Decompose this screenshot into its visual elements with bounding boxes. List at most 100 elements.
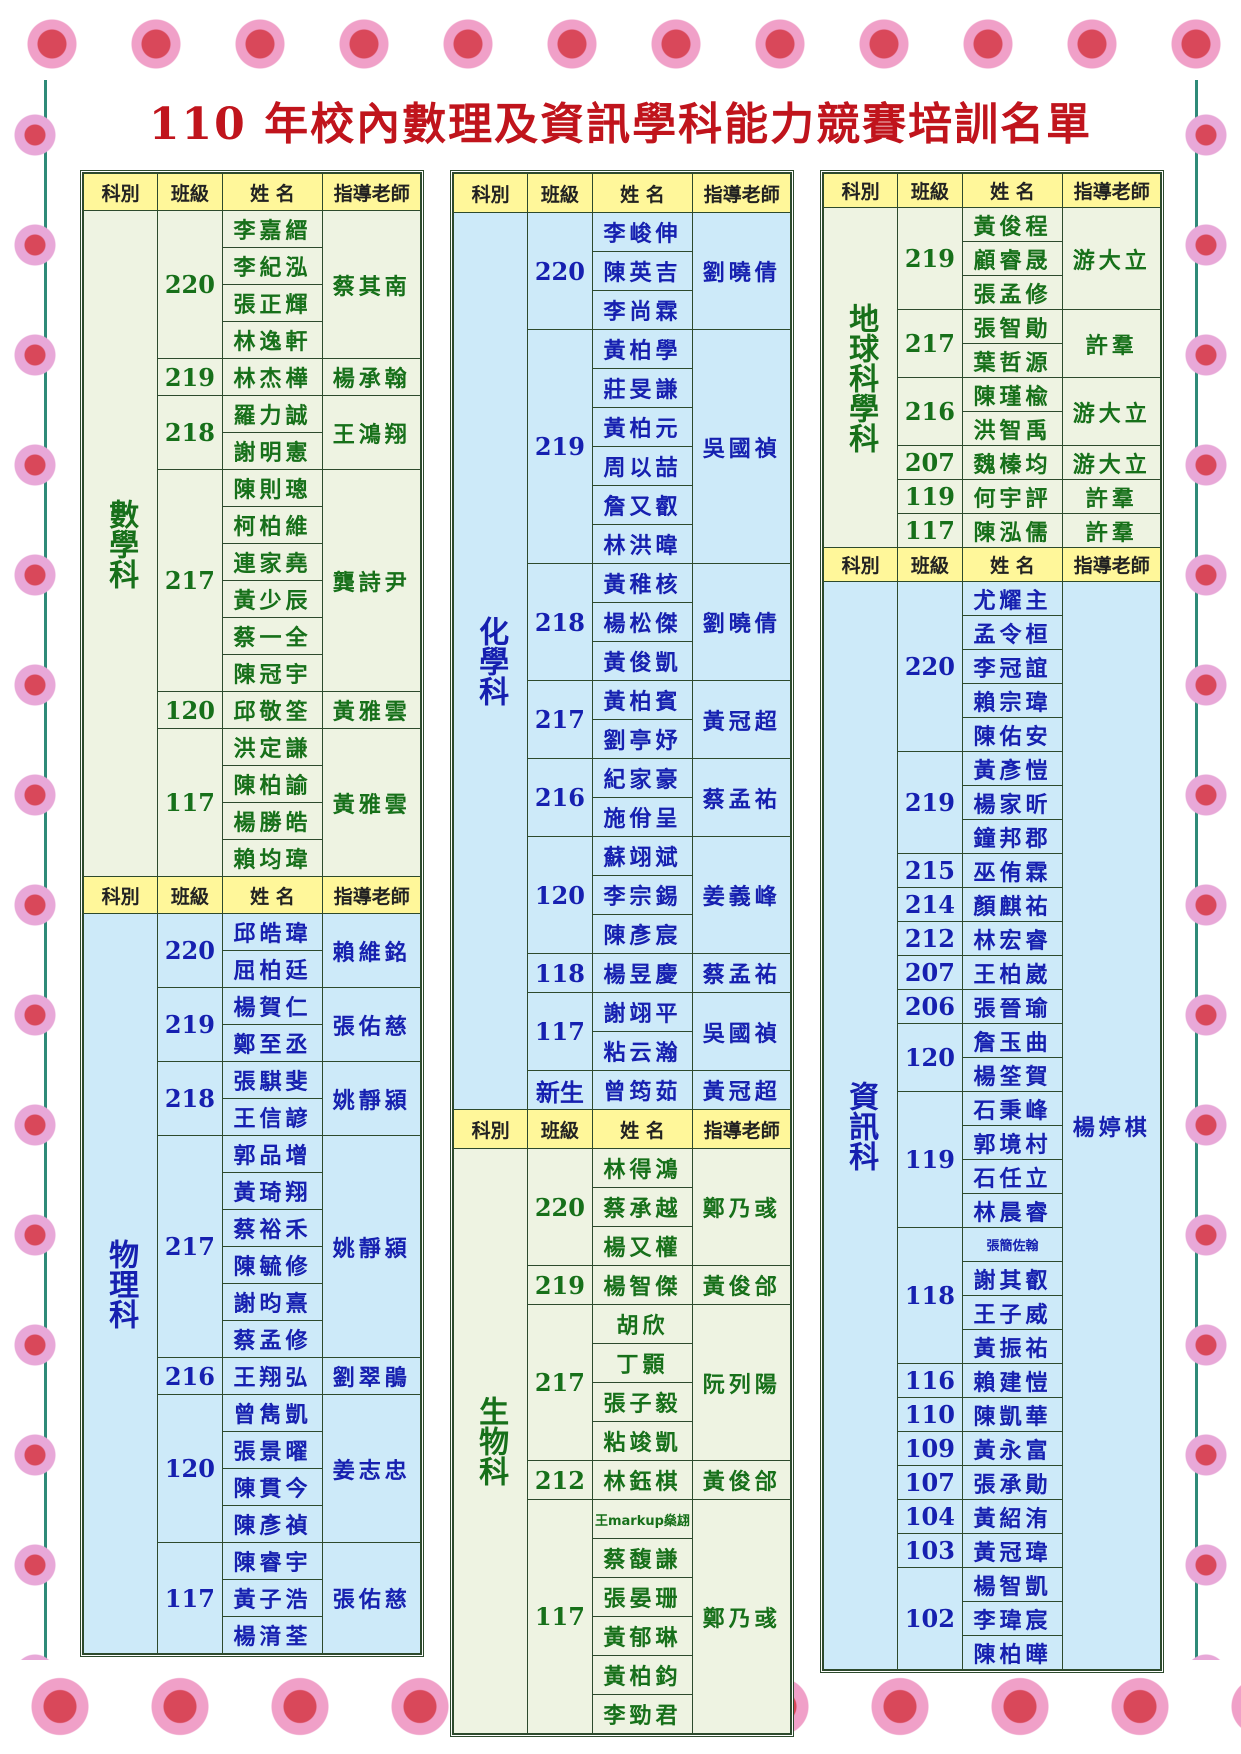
- table-row: 117 王markup燊翃 鄭乃彧: [454, 1499, 791, 1734]
- table-row: 粘云瀚: [454, 1031, 791, 1071]
- table-row: 117 謝翊平 吳國禎: [454, 992, 791, 1071]
- header-name: 姓 名: [591, 1109, 694, 1149]
- teacher-cell: 黃冠超: [692, 680, 791, 759]
- table-row: 117 洪定謙 黃雅雲: [84, 728, 421, 877]
- student-name: 陳貫今: [221, 1468, 324, 1506]
- student-name: 楊家昕: [961, 785, 1064, 820]
- table-row: 黃郁琳: [454, 1616, 791, 1656]
- header-name: 姓 名: [591, 173, 694, 213]
- header-name: 姓 名: [221, 876, 324, 914]
- header-subject: 科別: [82, 876, 159, 914]
- table-row: 李尚霖: [454, 290, 791, 330]
- table-row: 李冠誼: [824, 649, 1161, 684]
- student-name: 何宇評: [961, 479, 1064, 514]
- student-name: 鄭至丞: [221, 1024, 324, 1062]
- student-name: 林宏睿: [961, 921, 1064, 956]
- table-row: 生物科 220 林得鴻 鄭乃彧: [452, 1148, 791, 1734]
- student-name: 楊勝皓: [221, 802, 324, 840]
- class-cell: 107: [897, 1465, 963, 1500]
- student-name: 蔡孟修: [221, 1320, 324, 1358]
- student-name: 林晨睿: [961, 1193, 1064, 1228]
- table-row: 102 楊智凱: [824, 1567, 1161, 1670]
- header-teacher: 指導老師: [1062, 173, 1161, 208]
- teacher-cell: 劉曉倩: [692, 212, 791, 330]
- subject-cell: 數學科: [82, 210, 159, 877]
- table-row: 219 黃柏學 吳國禎: [454, 329, 791, 564]
- student-name: 黃永富: [961, 1431, 1064, 1466]
- table-row: 黃少辰: [84, 580, 421, 618]
- class-cell: 219: [157, 987, 223, 1062]
- table-header-row: 科別 班級姓 名指導老師: [822, 547, 1161, 582]
- class-cell: 119: [897, 1091, 963, 1228]
- student-name: 黃俊凱: [591, 641, 694, 681]
- teacher-cell: 蔡其南: [322, 210, 421, 359]
- student-name: 王子威: [961, 1295, 1064, 1330]
- class-cell: 220: [157, 210, 223, 359]
- teacher-cell: 鄭乃彧: [692, 1148, 791, 1266]
- student-name: 張晉瑜: [961, 989, 1064, 1024]
- header-class: 班級: [157, 173, 223, 211]
- table-row: 鐘邦郡: [824, 819, 1161, 854]
- class-cell: 220: [527, 1148, 593, 1266]
- student-name: 王信諺: [221, 1098, 324, 1136]
- table-row: 103 黃冠瑋: [824, 1533, 1161, 1568]
- table-row: 217 郭品增 姚靜潁: [84, 1135, 421, 1358]
- table-row: 王子威: [824, 1295, 1161, 1330]
- teacher-cell: 劉曉倩: [692, 563, 791, 681]
- table-header-row: 科別 班級姓 名指導老師: [822, 173, 1161, 208]
- student-name: 郭境村: [961, 1125, 1064, 1160]
- student-name: 黃柏學: [591, 329, 694, 369]
- student-name: 李勁君: [591, 1694, 694, 1734]
- table-header-row: 科別 班級姓 名指導老師: [452, 1109, 791, 1149]
- roster-column-left: 科別 班級姓 名指導老師 數學科 220 李嘉縉 蔡其南 李紀泓 張正輝 林逸軒 219 林杰樺 楊承…: [80, 170, 424, 1657]
- student-name: 張承勛: [961, 1465, 1064, 1500]
- class-cell: 117: [897, 513, 963, 548]
- table-row: 郭境村: [824, 1125, 1161, 1160]
- student-name: 楊智傑: [591, 1265, 694, 1305]
- student-name: 尤耀主: [961, 581, 1064, 616]
- student-name: 洪智禹: [961, 411, 1064, 446]
- table-row: 李紀泓: [84, 247, 421, 285]
- class-cell: 212: [897, 921, 963, 956]
- table-header-row: 科別 班級姓 名指導老師: [452, 173, 791, 213]
- teacher-cell: 游大立: [1062, 207, 1161, 310]
- student-name: 孟令桓: [961, 615, 1064, 650]
- student-name: 賴宗瑋: [961, 683, 1064, 718]
- header-teacher: 指導老師: [1062, 547, 1161, 582]
- header-class: 班級: [527, 1109, 593, 1149]
- student-name: 石任立: [961, 1159, 1064, 1194]
- roster-column-right: 科別 班級姓 名指導老師 地球科學科 219 黃俊程 游大立 顧睿晟 張孟修 217 張智勛 許羣葉…: [820, 170, 1164, 1673]
- subject-cell: 化學科: [452, 212, 529, 1110]
- teacher-cell: 黃雅雲: [322, 728, 421, 877]
- table-row: 120 曾雋凱 姜志忠: [84, 1394, 421, 1543]
- student-name: 莊旻謙: [591, 368, 694, 408]
- page-title: 110 年校內數理及資訊學科能力競賽培訓名單: [148, 99, 1093, 150]
- student-name: 王柏崴: [961, 955, 1064, 990]
- teacher-cell: 姜志忠: [322, 1394, 421, 1543]
- student-name: 粘云瀚: [591, 1031, 694, 1071]
- student-name: 謝翊平: [591, 992, 694, 1032]
- student-name: 黃冠瑋: [961, 1533, 1064, 1568]
- student-name: 羅力誠: [221, 395, 324, 433]
- table-row: 119 何宇評 許羣: [824, 479, 1161, 514]
- table-row: 張孟修: [824, 275, 1161, 310]
- student-name: 施佾呈: [591, 797, 694, 837]
- student-name: 屈柏廷: [221, 950, 324, 988]
- student-name: 詹又叡: [591, 485, 694, 525]
- student-name: 黃少辰: [221, 580, 324, 618]
- table-row: 李瑋宸: [824, 1601, 1161, 1636]
- roster-column-middle: 科別 班級姓 名指導老師 化學科 220 李峻伸 劉曉倩 陳英吉 李尚霖 219 黃柏學 吳國禎 莊旻…: [450, 170, 794, 1737]
- student-name: 陳則璁: [221, 469, 324, 507]
- student-name: 楊智凱: [961, 1567, 1064, 1602]
- student-name: 林鈺棋: [591, 1460, 694, 1500]
- table-row: 資訊科 220 尤耀主 楊婷棋: [822, 581, 1161, 1670]
- class-cell: 118: [897, 1227, 963, 1364]
- table-row: 117 陳泓儒 許羣: [824, 513, 1161, 548]
- table-row: 215 巫侑霖: [824, 853, 1161, 888]
- table-row: 屈柏廷: [84, 950, 421, 988]
- table-row: 柯柏維: [84, 506, 421, 544]
- header-subject: 科別: [452, 1109, 529, 1149]
- teacher-cell: 張佑慈: [322, 987, 421, 1062]
- teacher-cell: 蔡孟祐: [692, 758, 791, 837]
- teacher-cell: 王鴻翔: [322, 395, 421, 470]
